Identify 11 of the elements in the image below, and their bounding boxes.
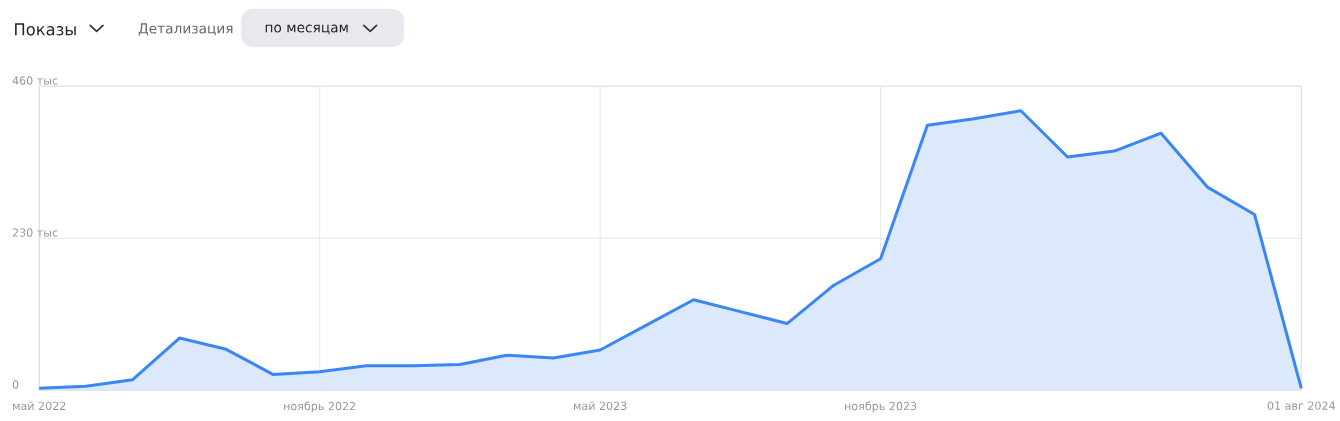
text: по месяцам bbox=[265, 24, 348, 35]
text: Детализация bbox=[138, 23, 233, 36]
chart-title: Показы bbox=[15, 23, 76, 36]
y-tick-label: 460 тыс bbox=[12, 76, 58, 85]
x-tick-label: май 2023 bbox=[574, 401, 627, 411]
x-tick-label: ноябрь 2023 bbox=[845, 401, 917, 413]
y-tick-label: 230 тыс bbox=[12, 228, 58, 237]
y-tick-label: 0 bbox=[12, 380, 19, 389]
x-tick-label: май 2022 bbox=[13, 401, 66, 411]
x-tick-label: ноябрь 2022 bbox=[284, 401, 356, 413]
x-tick-label: 01 авг 2024 bbox=[1267, 401, 1335, 411]
